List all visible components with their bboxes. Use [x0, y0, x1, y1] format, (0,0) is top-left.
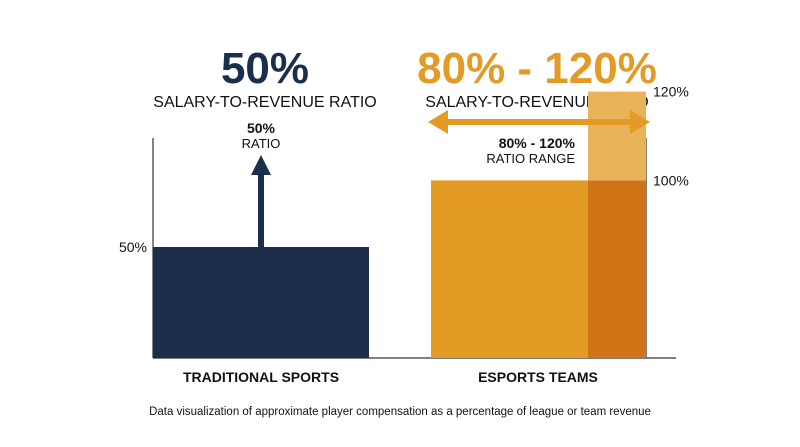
tick-label-120: 120%	[653, 84, 689, 100]
traditional-annotation-value: 50%	[247, 120, 276, 136]
traditional-bar	[153, 247, 369, 358]
traditional-arrow-head	[251, 155, 271, 175]
esports-annotation-value: 80% - 120%	[499, 135, 576, 151]
esports-range-arrow-right	[630, 110, 650, 134]
category-label-esports: ESPORTS TEAMS	[478, 369, 598, 385]
traditional-annotation-label: RATIO	[242, 136, 281, 151]
esports-bar-range	[588, 180, 646, 358]
tick-label-100: 100%	[653, 172, 689, 188]
esports-bar-range-top	[588, 91, 646, 181]
traditional-subtitle: SALARY-TO-REVENUE RATIO	[153, 94, 376, 111]
category-label-traditional: TRADITIONAL SPORTS	[183, 369, 339, 385]
esports-annotation-label: RATIO RANGE	[486, 151, 575, 166]
traditional-headline: 50%	[221, 44, 309, 93]
esports-range-arrow-left	[428, 110, 448, 134]
esports-bar-low	[431, 180, 588, 358]
esports-headline: 80% - 120%	[417, 44, 657, 93]
tick-label-50: 50%	[119, 239, 147, 255]
caption: Data visualization of approximate player…	[149, 406, 651, 418]
